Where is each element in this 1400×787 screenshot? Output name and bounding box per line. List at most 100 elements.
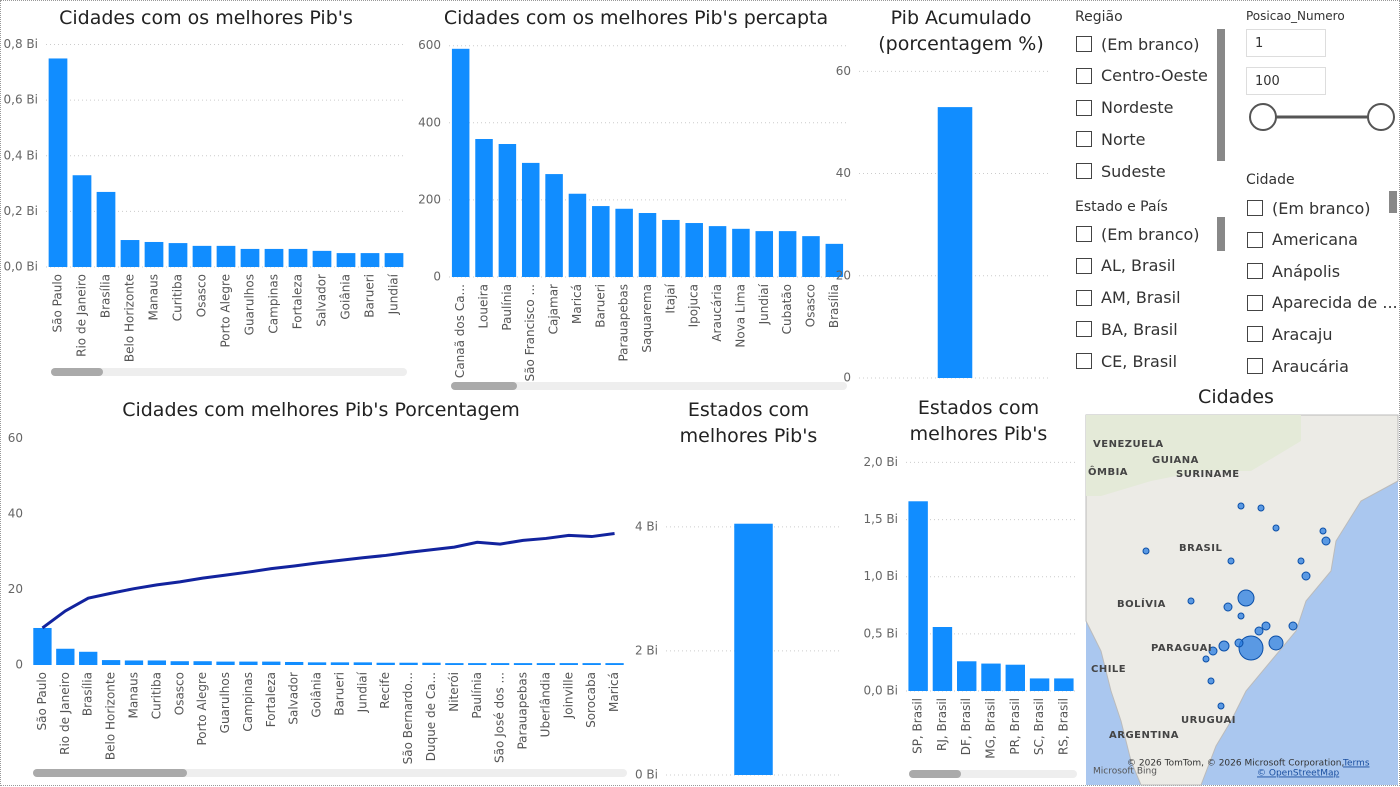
map-attribution: © 2026 TomTom, © 2026 Microsoft Corporat…: [1127, 759, 1344, 769]
x-tick-label: Itajaí: [663, 283, 677, 313]
x-tick-label: MG, Brasil: [984, 698, 998, 759]
checkbox[interactable]: [1076, 353, 1092, 370]
scrollbar-thumb[interactable]: [1217, 29, 1225, 161]
scrollbar-thumb[interactable]: [1389, 191, 1397, 213]
slicer-title: Estado e País: [1075, 199, 1168, 215]
y-tick-label: 20: [8, 582, 23, 596]
bar: [755, 231, 774, 277]
checkbox[interactable]: [1076, 321, 1092, 338]
bar: [662, 219, 680, 277]
bar: [981, 663, 1001, 691]
slicer-item[interactable]: Nordeste: [1076, 98, 1174, 118]
slicer-item[interactable]: Araucária: [1247, 356, 1349, 376]
checkbox[interactable]: [1247, 263, 1263, 280]
checkbox[interactable]: [1076, 131, 1092, 148]
y-tick-label: 60: [8, 431, 23, 445]
bar: [708, 226, 727, 277]
map-label: GUIANA: [1152, 455, 1199, 466]
slicer-item[interactable]: BA, Brasil: [1076, 319, 1178, 339]
x-tick-label: Recife: [378, 672, 392, 709]
checkbox[interactable]: [1247, 231, 1263, 248]
y-tick-label: 4 Bi: [635, 519, 658, 533]
bar: [734, 523, 773, 775]
slicer-item[interactable]: (Em branco): [1076, 224, 1200, 244]
slider-handle[interactable]: [1249, 103, 1277, 131]
slicer-item[interactable]: (Em branco): [1076, 34, 1200, 54]
checkbox[interactable]: [1076, 163, 1092, 180]
slicer-item[interactable]: CE, Brasil: [1076, 351, 1177, 371]
bar: [168, 243, 188, 267]
y-tick-label: 1,0 Bi: [864, 569, 898, 583]
bar: [475, 138, 493, 277]
scrollbar-thumb[interactable]: [33, 769, 187, 777]
scrollbar-thumb[interactable]: [909, 770, 961, 778]
checkbox[interactable]: [1076, 67, 1092, 84]
x-tick-label: Osasco: [803, 284, 817, 327]
y-tick-label: 1,5 Bi: [864, 512, 898, 526]
range-input[interactable]: 100: [1246, 67, 1326, 95]
slider-handle[interactable]: [1367, 103, 1395, 131]
slicer-item[interactable]: Norte: [1076, 129, 1145, 149]
x-tick-label: Brasília: [99, 274, 113, 318]
x-tick-label: Sorocaba: [584, 672, 598, 728]
x-tick-label: Loueira: [477, 284, 491, 328]
checkbox[interactable]: [1076, 99, 1092, 116]
bar: [490, 663, 510, 665]
map-label: SURINAME: [1176, 469, 1240, 480]
map[interactable]: [1085, 414, 1399, 786]
slicer-item[interactable]: Anápolis: [1247, 261, 1340, 281]
y-tick-label: 0,2 Bi: [4, 204, 38, 218]
slicer-item[interactable]: Sudeste: [1076, 161, 1166, 181]
slicer-item[interactable]: Aracaju: [1247, 324, 1333, 344]
scrollbar-thumb[interactable]: [451, 382, 517, 390]
checkbox[interactable]: [1247, 200, 1263, 216]
range-input[interactable]: 1: [1246, 29, 1326, 57]
x-tick-label: Barueri: [593, 284, 607, 328]
slicer-item[interactable]: AM, Brasil: [1076, 288, 1181, 308]
slicer-item[interactable]: (Em branco): [1247, 198, 1371, 218]
scrollbar-thumb[interactable]: [51, 368, 103, 376]
slicer-item[interactable]: Americana: [1247, 230, 1358, 250]
bar: [615, 208, 633, 277]
slicer-item-label: Aracaju: [1272, 324, 1333, 344]
slicer-item-label: (Em branco): [1272, 198, 1371, 218]
bar: [605, 663, 624, 665]
checkbox[interactable]: [1076, 257, 1092, 274]
map-osm[interactable]: © OpenStreetMap: [1257, 769, 1340, 779]
bar: [937, 107, 973, 378]
map-label: URUGUAI: [1181, 715, 1236, 726]
checkbox[interactable]: [1247, 358, 1263, 374]
bar: [239, 661, 258, 665]
bar: [120, 240, 140, 267]
bar: [445, 663, 464, 665]
checkbox[interactable]: [1076, 226, 1092, 242]
checkbox[interactable]: [1076, 289, 1092, 306]
x-tick-label: SP, Brasil: [911, 698, 925, 754]
x-tick-label: São Bernardo...: [401, 672, 415, 764]
x-tick-label: SC, Brasil: [1032, 698, 1046, 755]
bar: [307, 662, 327, 665]
x-tick-label: Porto Alegre: [219, 274, 233, 348]
bar: [193, 661, 212, 665]
slicer-item[interactable]: Aparecida de ...: [1247, 293, 1398, 313]
x-tick-label: Manaus: [147, 274, 161, 321]
map-bing: Microsoft Bing: [1093, 767, 1157, 777]
checkbox[interactable]: [1247, 294, 1263, 311]
bar: [33, 627, 52, 665]
x-tick-label: Belo Horizonte: [104, 672, 118, 760]
map-terms[interactable]: Terms: [1342, 759, 1370, 769]
slicer-item[interactable]: AL, Brasil: [1076, 256, 1176, 276]
bar: [72, 175, 92, 267]
bar: [147, 660, 167, 665]
bar: [336, 253, 356, 267]
x-tick-label: Maricá: [607, 672, 621, 712]
y-tick-label: 0 Bi: [635, 768, 658, 782]
y-tick-label: 0,0 Bi: [4, 260, 38, 274]
checkbox[interactable]: [1076, 36, 1092, 52]
checkbox[interactable]: [1247, 326, 1263, 343]
scrollbar-thumb[interactable]: [1217, 217, 1225, 251]
slicer-item[interactable]: Centro-Oeste: [1076, 66, 1208, 86]
bar: [802, 236, 820, 277]
bar: [685, 223, 703, 277]
